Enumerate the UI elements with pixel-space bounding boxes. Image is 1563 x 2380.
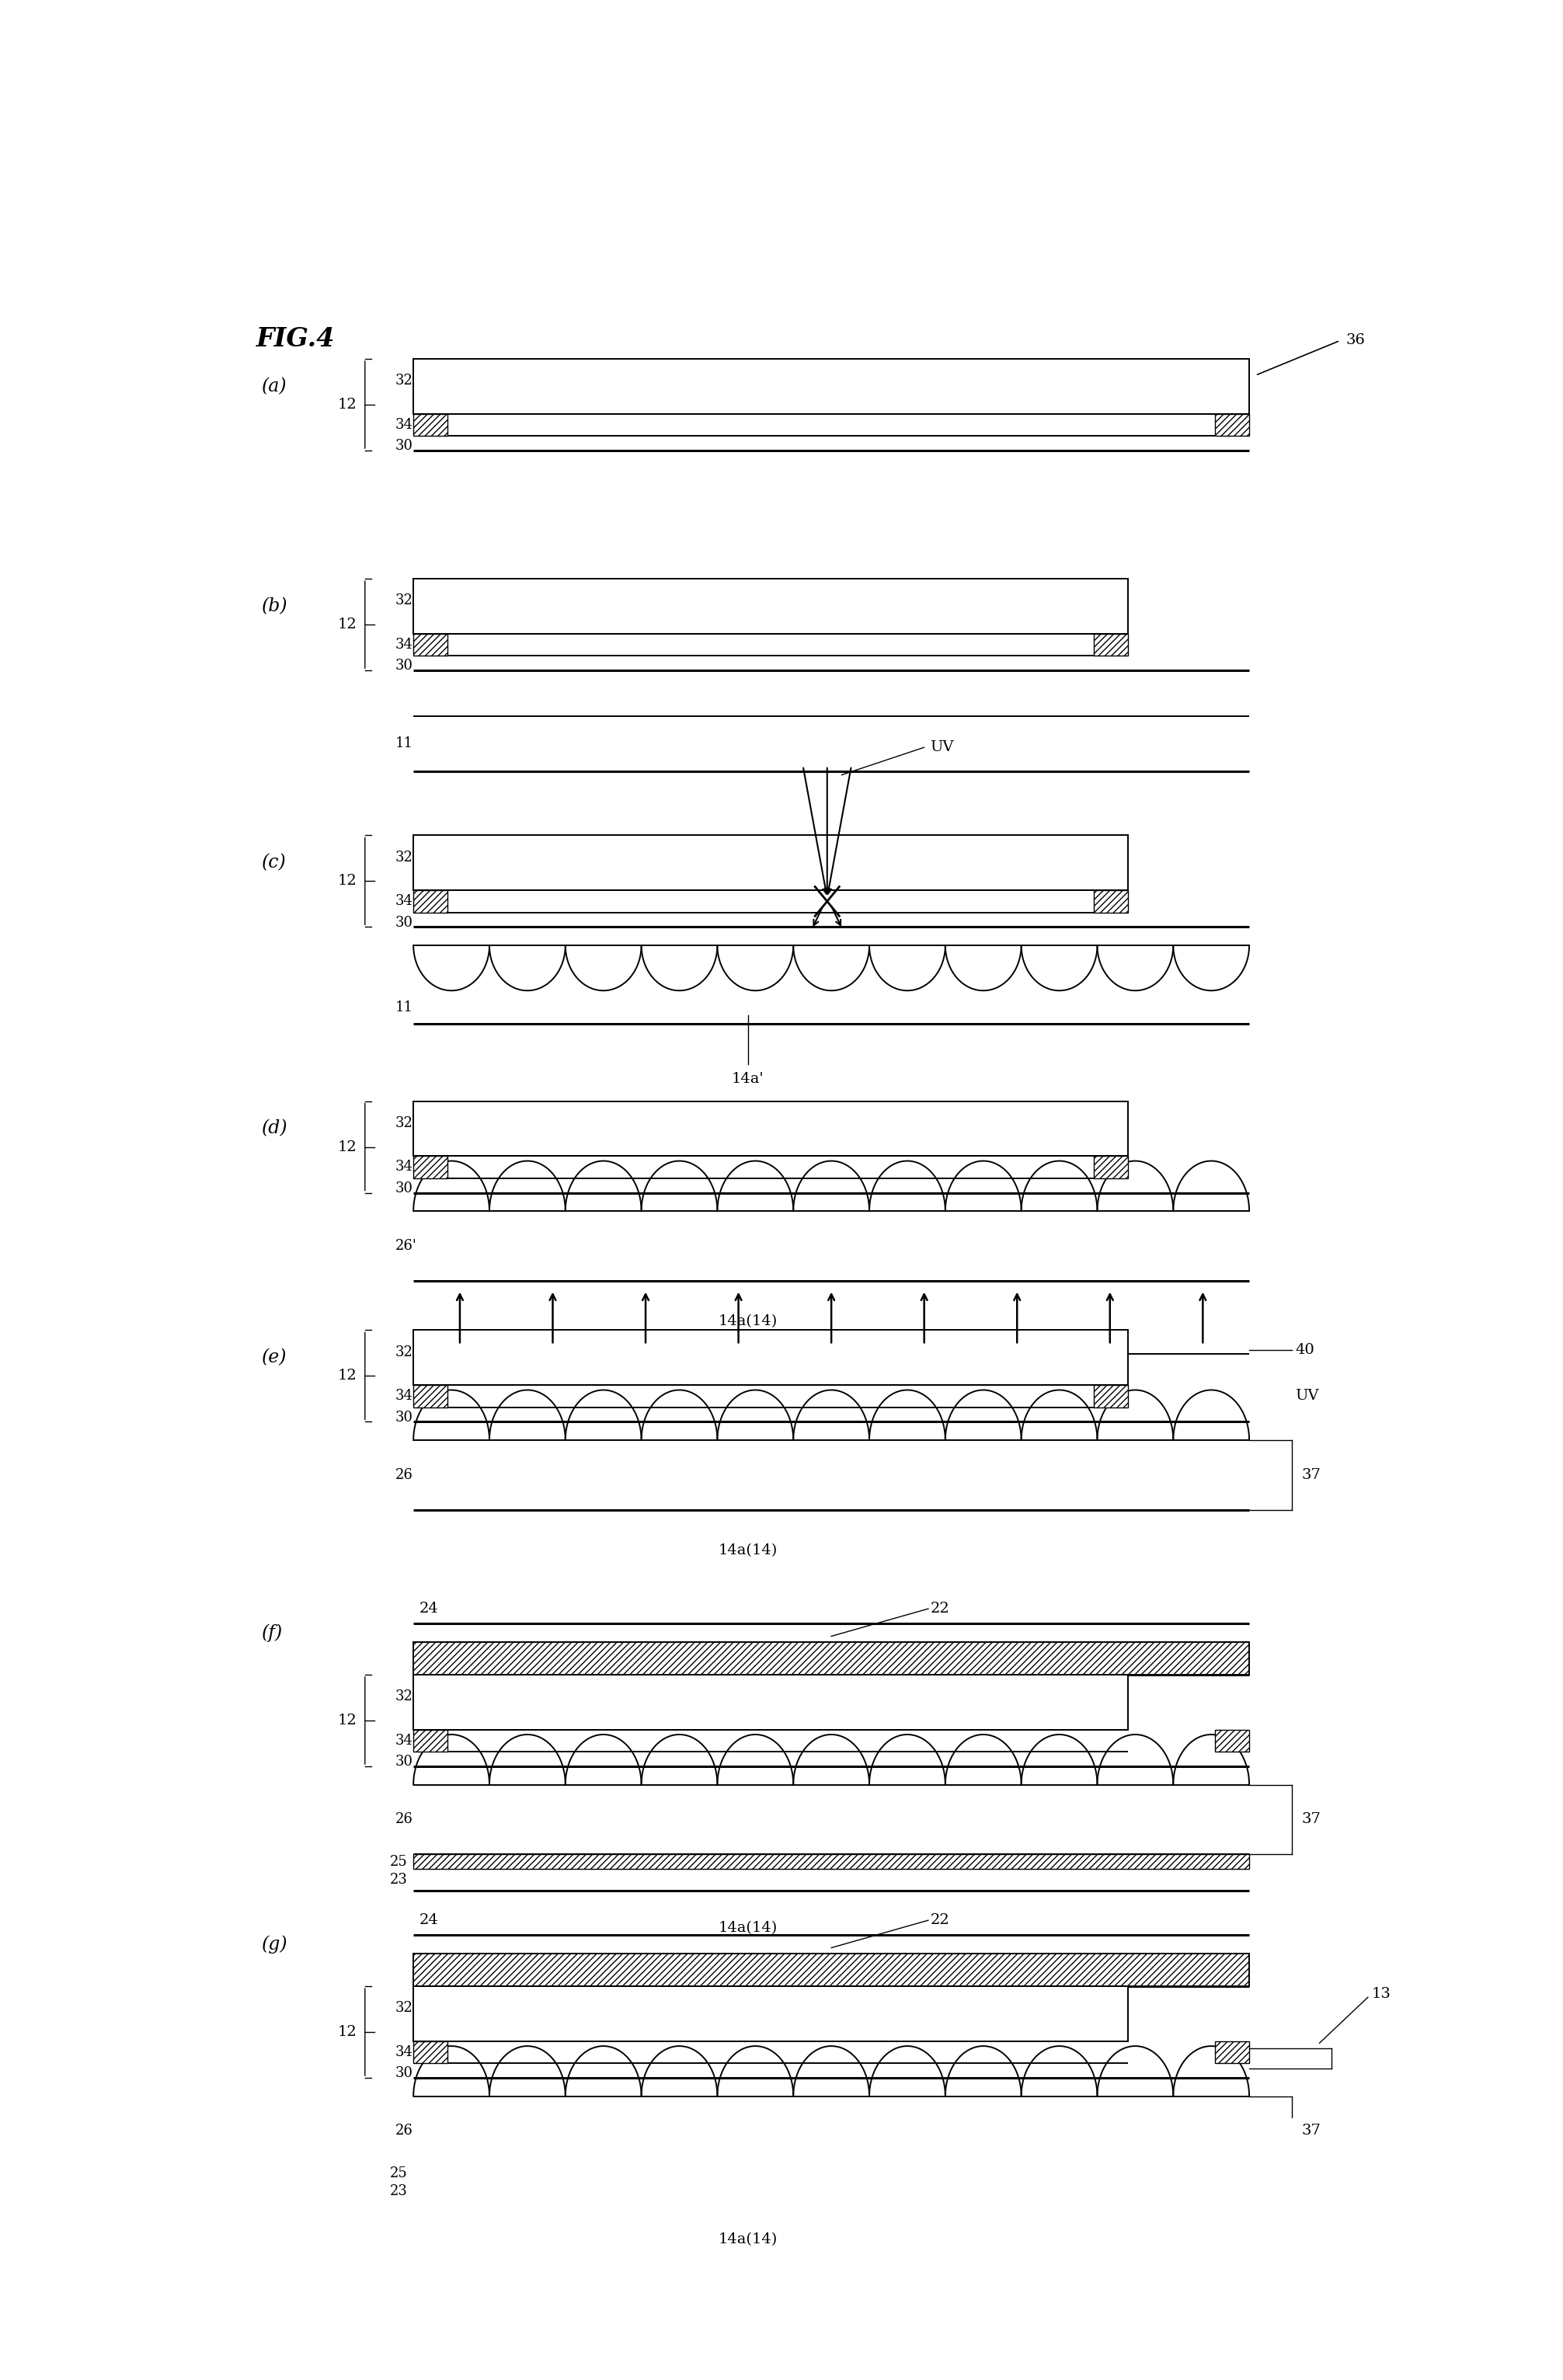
Bar <box>413 2042 447 2063</box>
Bar <box>413 414 447 436</box>
Text: (d): (d) <box>263 1119 288 1138</box>
Text: 25: 25 <box>389 2166 408 2180</box>
Text: 26: 26 <box>395 1468 413 1483</box>
Bar <box>1094 633 1128 657</box>
Text: 26': 26' <box>395 1240 417 1252</box>
Bar <box>413 1676 1128 1730</box>
Bar <box>413 1157 447 1178</box>
Text: 34: 34 <box>395 895 413 909</box>
Text: UV: UV <box>930 740 953 754</box>
Text: 12: 12 <box>338 397 356 412</box>
Text: 13: 13 <box>1372 1987 1391 2002</box>
Bar <box>413 1102 1128 1157</box>
Text: 34: 34 <box>395 2044 413 2059</box>
Text: (a): (a) <box>263 378 288 395</box>
Text: 25: 25 <box>389 1854 408 1868</box>
Text: 12: 12 <box>338 1368 356 1383</box>
Text: 30: 30 <box>395 659 413 674</box>
Text: 14a': 14a' <box>731 1071 764 1085</box>
Text: 36: 36 <box>1346 333 1366 347</box>
Bar <box>413 359 1249 414</box>
Text: 22: 22 <box>930 1602 950 1616</box>
Text: FIG.4: FIG.4 <box>256 326 334 352</box>
Text: 32: 32 <box>395 2002 413 2016</box>
Bar <box>413 578 1128 633</box>
Bar <box>413 1642 1249 1676</box>
Bar <box>1094 1385 1128 1407</box>
Text: 34: 34 <box>395 638 413 652</box>
Text: 32: 32 <box>395 595 413 607</box>
Text: 24: 24 <box>419 1914 439 1928</box>
Text: (b): (b) <box>263 597 288 616</box>
Text: 12: 12 <box>338 873 356 888</box>
Text: (e): (e) <box>263 1349 288 1366</box>
Bar <box>1094 890 1128 912</box>
Text: 37: 37 <box>1302 1468 1321 1483</box>
Text: 34: 34 <box>395 1733 413 1747</box>
Text: 34: 34 <box>395 1390 413 1404</box>
Text: (g): (g) <box>263 1935 288 1954</box>
Text: 12: 12 <box>338 2025 356 2040</box>
Text: 30: 30 <box>395 440 413 452</box>
Bar <box>413 1854 1249 1868</box>
Text: 32: 32 <box>395 1345 413 1359</box>
Text: 23: 23 <box>389 2185 408 2199</box>
Text: 14a(14): 14a(14) <box>717 1921 777 1935</box>
Bar <box>413 1730 447 1752</box>
Bar <box>413 1330 1128 1385</box>
Text: 14a(14): 14a(14) <box>717 2232 777 2247</box>
Text: 32: 32 <box>395 1690 413 1704</box>
Text: 24: 24 <box>419 1602 439 1616</box>
Text: (c): (c) <box>263 854 286 871</box>
Text: 11: 11 <box>395 738 413 750</box>
Bar <box>413 1954 1249 1987</box>
Text: 12: 12 <box>338 1140 356 1154</box>
Text: 23: 23 <box>389 1873 408 1887</box>
Bar <box>1216 1730 1249 1752</box>
Bar <box>413 633 447 657</box>
Bar <box>413 2166 1249 2180</box>
Text: 37: 37 <box>1302 2123 1321 2137</box>
Text: 32: 32 <box>395 850 413 864</box>
Bar <box>1216 2042 1249 2063</box>
Bar <box>413 1987 1128 2042</box>
Text: 30: 30 <box>395 2066 413 2080</box>
Bar <box>1094 1157 1128 1178</box>
Bar <box>1216 414 1249 436</box>
Text: 26: 26 <box>395 2123 413 2137</box>
Text: 12: 12 <box>338 1714 356 1728</box>
Text: 14a(14): 14a(14) <box>717 1314 777 1328</box>
Text: 34: 34 <box>395 1159 413 1173</box>
Text: UV: UV <box>1296 1390 1319 1404</box>
Text: 11: 11 <box>395 1000 413 1014</box>
Text: 14a(14): 14a(14) <box>717 1542 777 1557</box>
Text: 30: 30 <box>395 916 413 931</box>
Bar <box>413 1385 447 1407</box>
Text: 30: 30 <box>395 1411 413 1423</box>
Text: 26: 26 <box>395 1814 413 1825</box>
Text: 12: 12 <box>338 619 356 631</box>
Text: 34: 34 <box>395 419 413 431</box>
Text: 32: 32 <box>395 374 413 388</box>
Text: 22: 22 <box>930 1914 950 1928</box>
Text: 37: 37 <box>1302 1814 1321 1825</box>
Text: (f): (f) <box>263 1623 283 1642</box>
Bar <box>413 890 447 912</box>
Text: 30: 30 <box>395 1754 413 1768</box>
Bar <box>413 835 1128 890</box>
Text: 30: 30 <box>395 1180 413 1195</box>
Text: 32: 32 <box>395 1116 413 1130</box>
Text: 40: 40 <box>1296 1342 1314 1357</box>
